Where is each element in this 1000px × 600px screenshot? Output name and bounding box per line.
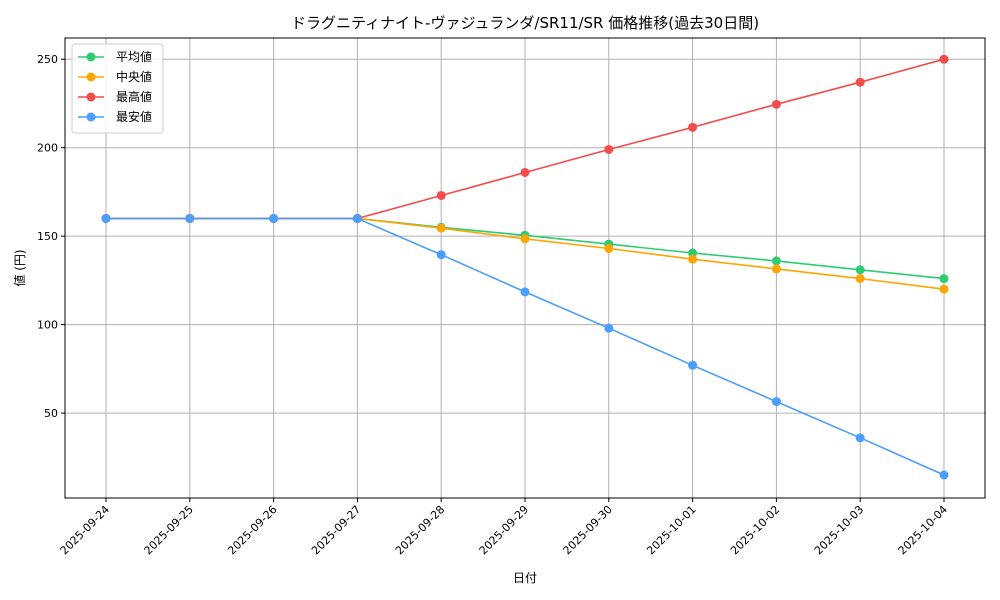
data-point xyxy=(855,433,865,443)
x-tick-label: 2025-09-24 xyxy=(58,503,112,557)
data-point xyxy=(520,167,530,177)
data-point xyxy=(185,213,195,223)
data-point xyxy=(436,250,446,260)
x-axis: 2025-09-24 2025-09-25 2025-09-26 2025-09-27… xyxy=(58,498,950,557)
series-points xyxy=(101,54,949,480)
data-point xyxy=(520,234,530,244)
data-point xyxy=(604,244,614,254)
legend-label: 最安値 xyxy=(116,109,152,124)
x-tick-label: 2025-10-04 xyxy=(896,503,950,557)
plot-frame xyxy=(64,37,986,499)
data-point xyxy=(688,360,698,370)
data-point xyxy=(436,190,446,200)
data-point xyxy=(771,397,781,407)
x-tick-label: 2025-09-29 xyxy=(477,503,531,557)
data-point xyxy=(939,274,949,284)
data-point xyxy=(688,122,698,132)
x-tick-label: 2025-10-03 xyxy=(812,503,866,557)
x-axis-label: 日付 xyxy=(513,571,537,585)
legend-label: 最高値 xyxy=(116,89,152,104)
y-tick-label: 200 xyxy=(37,142,58,155)
data-point xyxy=(604,323,614,333)
legend-label: 中央値 xyxy=(116,69,152,84)
legend-label: 平均値 xyxy=(116,49,152,64)
x-tick-label: 2025-09-27 xyxy=(309,503,363,557)
data-point xyxy=(269,213,279,223)
legend-marker xyxy=(86,72,96,82)
legend-marker xyxy=(86,92,96,102)
legend-marker xyxy=(86,52,96,62)
chart-title: ドラグニティナイト-ヴァジュランダ/SR11/SR 価格推移(過去30日間) xyxy=(291,14,759,32)
data-point xyxy=(855,265,865,275)
data-point xyxy=(771,256,781,266)
data-point xyxy=(771,264,781,274)
data-point xyxy=(520,287,530,297)
data-point xyxy=(688,248,698,258)
data-point xyxy=(101,213,111,223)
data-point xyxy=(939,54,949,64)
legend-marker xyxy=(86,112,96,122)
x-tick-label: 2025-09-28 xyxy=(393,503,447,557)
x-tick-label: 2025-09-25 xyxy=(142,503,196,557)
data-point xyxy=(855,274,865,284)
x-tick-label: 2025-09-26 xyxy=(225,503,279,557)
data-point xyxy=(939,284,949,294)
data-point xyxy=(939,470,949,480)
y-axis-label: 値 (円) xyxy=(12,249,27,286)
y-tick-label: 150 xyxy=(37,230,58,243)
y-tick-label: 250 xyxy=(37,53,58,66)
y-tick-label: 100 xyxy=(37,319,58,332)
y-tick-label: 50 xyxy=(44,407,58,420)
x-tick-label: 2025-09-30 xyxy=(561,503,615,557)
data-point xyxy=(436,223,446,233)
legend-box xyxy=(71,43,164,134)
data-point xyxy=(604,144,614,154)
data-point xyxy=(771,99,781,109)
y-axis: 50 100 150 200 250 xyxy=(37,53,65,420)
x-tick-label: 2025-10-01 xyxy=(644,503,698,557)
data-point xyxy=(855,77,865,87)
x-tick-label: 2025-10-02 xyxy=(728,503,782,557)
data-point xyxy=(352,213,362,223)
data-point xyxy=(688,254,698,264)
